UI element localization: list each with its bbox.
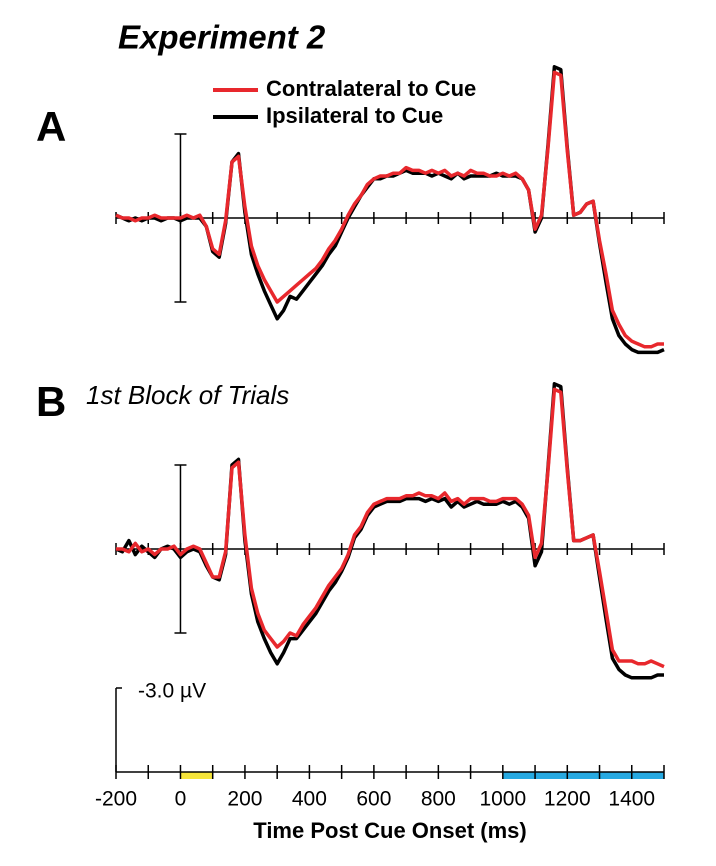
x-tick-label: 1400 (608, 788, 655, 811)
figure-title: Experiment 2 (118, 19, 326, 56)
legend-label: Contralateral to Cue (266, 76, 476, 101)
panel-subtitle: 1st Block of Trials (86, 380, 289, 410)
calibration-label: -3.0 µV (138, 680, 206, 703)
x-tick-label: 400 (292, 788, 327, 811)
x-axis-title: Time Post Cue Onset (ms) (253, 818, 526, 843)
x-tick-label: 1000 (479, 788, 526, 811)
erp-trace (115, 70, 664, 349)
x-tick-label: 1200 (544, 788, 591, 811)
erp-trace (115, 382, 664, 680)
x-tick-label: 200 (227, 788, 262, 811)
x-tick-label: 0 (175, 788, 187, 811)
erp-trace (116, 387, 665, 669)
legend-label: Ipsilateral to Cue (266, 103, 443, 128)
time-window (180, 772, 213, 779)
x-tick-label: -200 (95, 788, 137, 811)
panel-label: B (36, 378, 66, 425)
time-window (502, 772, 664, 779)
x-tick-label: 800 (421, 788, 456, 811)
x-tick-label: 600 (356, 788, 391, 811)
panel-label: A (36, 103, 66, 150)
